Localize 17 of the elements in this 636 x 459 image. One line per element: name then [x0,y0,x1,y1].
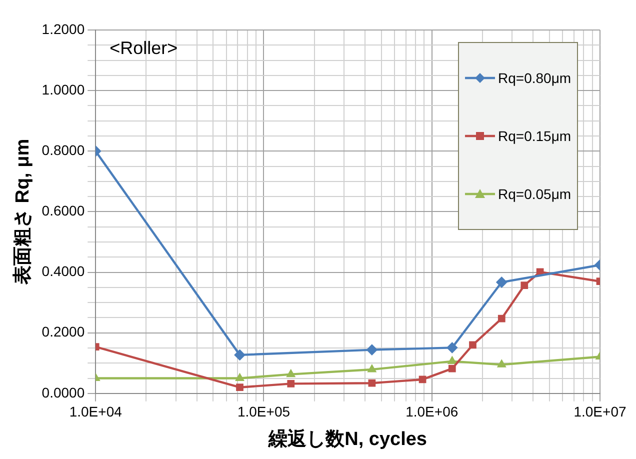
y-axis-title: 表面粗さ Rq, μm [12,138,34,286]
y-tick-label: 0.2000 [42,324,85,340]
legend-label: Rq=0.15μm [498,128,572,144]
y-tick-label: 1.0000 [42,81,85,98]
y-tick-label: 1.2000 [42,20,85,37]
x-tick-label: 1.0E+04 [69,404,122,420]
y-tick-label: 0.8000 [42,142,85,158]
x-tick-label: 1.0E+06 [406,404,458,420]
x-axis-title: 繰返し数N, cycles [268,428,428,450]
legend-label: Rq=0.05μm [498,186,572,202]
y-tick-label: 0.4000 [42,263,85,280]
y-tick-label: 0.0000 [42,384,85,400]
x-tick-label: 1.0E+05 [237,404,290,420]
y-tick-label: 0.6000 [42,202,85,219]
x-tick-label: 1.0E+07 [574,404,626,420]
legend-label: Rq=0.80μm [498,70,572,86]
annotation: <Roller> [110,38,178,58]
